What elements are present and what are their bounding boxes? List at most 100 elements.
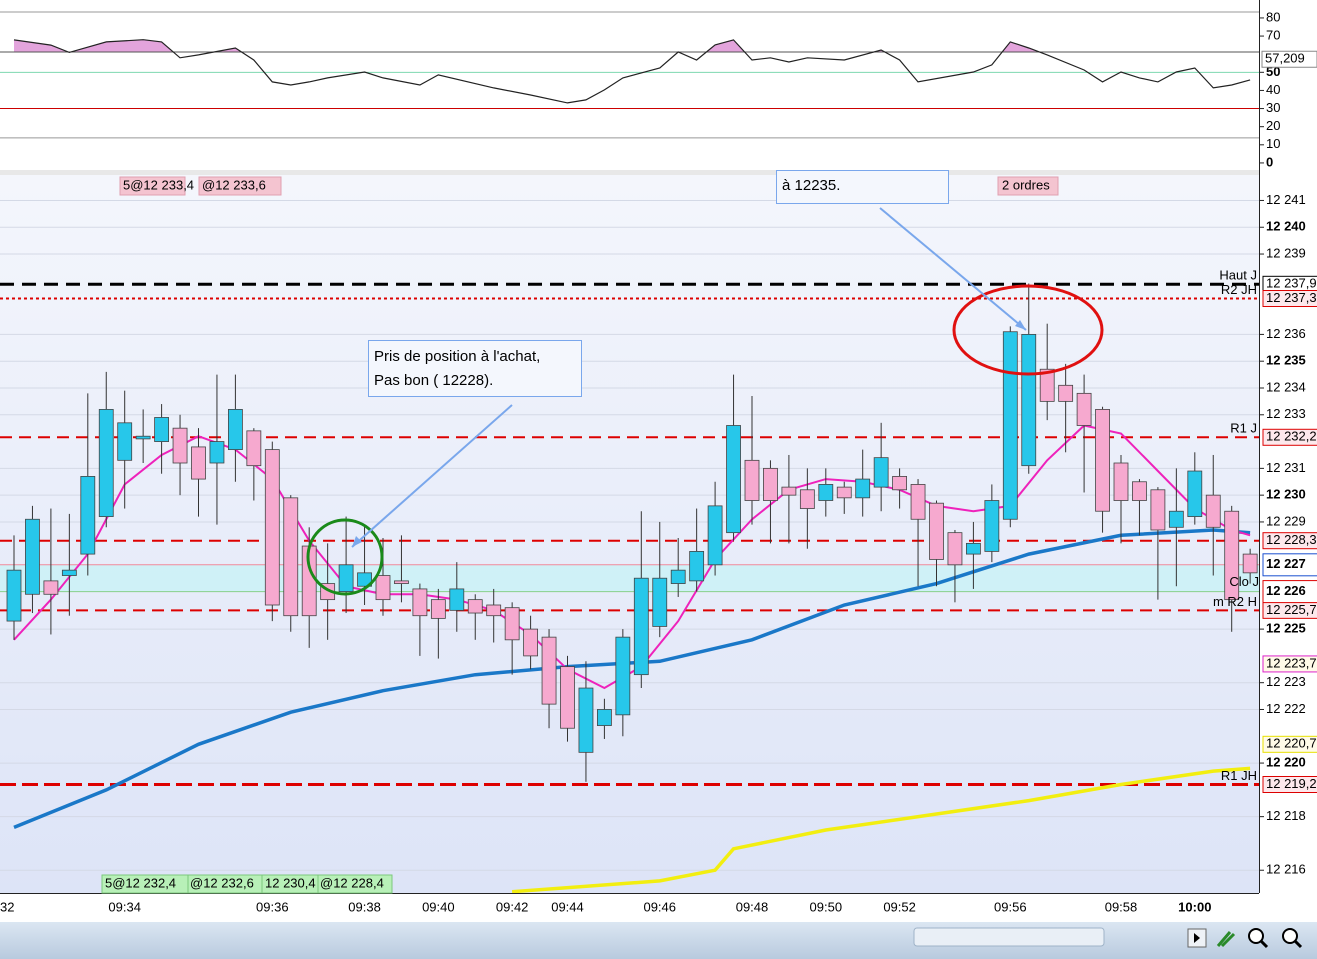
y-tick-label: 80: [1266, 9, 1280, 24]
price-label-box: [1262, 428, 1317, 446]
order-text: 2 ordres: [1002, 177, 1050, 192]
order-tag: [317, 874, 393, 894]
scroll-thumb[interactable]: [913, 927, 1105, 947]
candle-body: [449, 588, 465, 611]
candle-body: [191, 446, 206, 480]
candle-body: [1205, 494, 1221, 528]
zoom-out-icon[interactable]: [1282, 928, 1298, 944]
x-tick-label: 09:58: [1105, 899, 1138, 914]
moving-average: [511, 766, 1251, 893]
candle-body: [117, 422, 133, 461]
candle-body: [689, 551, 705, 582]
candle-body: [652, 577, 668, 627]
price-label-box: [1262, 580, 1317, 604]
price-label: 12 220,7: [1266, 736, 1317, 751]
candle-body: [135, 435, 151, 440]
level-tag: R1 JH: [1221, 768, 1257, 783]
x-tick-label: 09:48: [736, 899, 769, 914]
order-tag: [119, 176, 186, 196]
level-tag: R2 JH: [1221, 282, 1257, 297]
price-band: [0, 564, 1259, 592]
candle-body: [61, 569, 77, 576]
x-tick-label: 09:50: [810, 899, 843, 914]
candle-body: [1242, 553, 1258, 574]
x-tick-label: 09:44: [551, 899, 584, 914]
candle-body: [394, 580, 409, 584]
y-tick-label: 10: [1266, 136, 1280, 151]
y-tick-label: 12 233: [1266, 406, 1306, 421]
candle-body: [1150, 489, 1166, 531]
arrow: [351, 404, 513, 548]
oscillator-panel: [0, 0, 1259, 170]
x-tick-label: 09:56: [994, 899, 1027, 914]
y-tick-label: 12 231: [1266, 460, 1306, 475]
price-label-box: [1262, 775, 1317, 793]
level-tag: Clo J: [1229, 574, 1259, 589]
price-label: 12 223,7: [1266, 655, 1317, 670]
candle-body: [836, 486, 852, 499]
price-label-box: [1262, 553, 1317, 577]
candle-body: [929, 502, 944, 560]
y-tick-label: 12 216: [1266, 862, 1306, 877]
y-tick-label: 20: [1266, 118, 1280, 133]
x-tick-label: 09:34: [108, 899, 141, 914]
x-tick-label: 10:00: [1178, 899, 1211, 914]
candle-body: [375, 575, 391, 601]
candle-body: [799, 489, 815, 509]
order-text: @12 232,6: [190, 875, 254, 890]
candle-body: [246, 430, 262, 467]
candle-body: [597, 709, 612, 726]
current-value: 57,209: [1265, 51, 1305, 66]
candle-body: [504, 607, 520, 641]
y-tick-label: 12 223: [1266, 674, 1306, 689]
candle-body: [1224, 510, 1240, 601]
y-tick-label: 40: [1266, 82, 1280, 97]
candle-body: [1058, 384, 1074, 402]
candle-body: [43, 580, 59, 595]
annotation-text: Pris de position à l'achat,: [374, 348, 540, 365]
price-label-box: [1262, 735, 1317, 753]
price-label: 12 228,3: [1266, 532, 1317, 547]
level-tag: Haut J: [1219, 268, 1257, 283]
candle-body: [98, 409, 114, 517]
annotations: Pris de position à l'achat, Pas bon ( 12…: [0, 170, 1104, 914]
annotation-box: [776, 170, 949, 204]
candle-body: [357, 572, 372, 587]
order-tag: [997, 176, 1059, 196]
candle-body: [227, 409, 243, 451]
candle-body: [855, 478, 871, 499]
candle-body: [578, 687, 594, 753]
y-tick-label: 12 240: [1266, 219, 1306, 234]
annotation-text: Pas bon ( 12228).: [374, 372, 493, 389]
order-text: @12 233,6: [202, 177, 266, 192]
candle-body: [1095, 409, 1110, 512]
price-label: 12 226: [1266, 583, 1306, 598]
price-label-box: [1262, 655, 1317, 673]
price-label: 12 237,9: [1266, 276, 1317, 291]
annotation-box: [368, 340, 582, 397]
y-tick-label: 30: [1266, 100, 1280, 115]
y-tick-label: 12 225: [1266, 621, 1306, 636]
price-chart: [0, 199, 1259, 893]
highlight-ellipse: [952, 284, 1104, 376]
candle-body: [1168, 510, 1184, 528]
x-tick-label: 09:46: [643, 899, 676, 914]
order-text: 5@12 232,4: [105, 875, 176, 890]
current-value-box: [1261, 50, 1317, 68]
x-tick-label: 09:38: [348, 899, 381, 914]
candle-body: [910, 484, 926, 520]
x-tick-label: 09:36: [256, 899, 289, 914]
candle-body: [707, 505, 723, 566]
oscillator-fill: [14, 39, 1251, 53]
y-tick-label: 12 218: [1266, 808, 1306, 823]
candle-body: [486, 604, 502, 617]
zoom-in-icon[interactable]: [1248, 928, 1264, 944]
candle-body: [467, 599, 483, 614]
order-tag: [198, 176, 282, 196]
oscillator-line: [13, 39, 1251, 104]
x-tick-label: 09:40: [422, 899, 455, 914]
candle-body: [1039, 368, 1055, 402]
x-tick-label: 09:52: [883, 899, 916, 914]
oscillator: [0, 11, 1259, 139]
